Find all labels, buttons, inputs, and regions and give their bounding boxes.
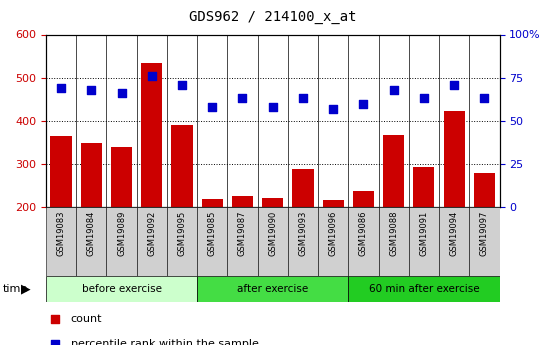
Text: GSM19093: GSM19093 [299, 210, 307, 256]
Bar [443, 111, 465, 207]
Point [389, 87, 398, 92]
Bar [413, 167, 435, 207]
Text: before exercise: before exercise [82, 284, 161, 294]
Text: GSM19096: GSM19096 [329, 210, 338, 256]
Text: GSM19094: GSM19094 [450, 210, 458, 256]
Bar [137, 207, 167, 276]
Bar [439, 207, 469, 276]
Point [329, 106, 338, 111]
Bar [232, 196, 253, 207]
Text: ▶: ▶ [21, 283, 30, 295]
Point [208, 104, 217, 110]
Bar [197, 207, 227, 276]
Bar [227, 207, 258, 276]
Point [117, 90, 126, 96]
Text: percentile rank within the sample: percentile rank within the sample [71, 339, 259, 345]
Bar [262, 197, 284, 207]
Bar [318, 207, 348, 276]
Point [87, 87, 96, 92]
Point [299, 96, 307, 101]
Bar [379, 207, 409, 276]
Text: GSM19091: GSM19091 [420, 210, 428, 256]
Point [178, 82, 186, 87]
Text: GDS962 / 214100_x_at: GDS962 / 214100_x_at [189, 10, 356, 24]
Bar [383, 135, 404, 207]
Bar [111, 147, 132, 207]
Text: GSM19095: GSM19095 [178, 210, 186, 256]
Bar [258, 207, 288, 276]
Point [57, 85, 65, 91]
Bar [409, 207, 439, 276]
Text: count: count [71, 314, 103, 324]
Point [359, 101, 368, 106]
Bar [76, 207, 106, 276]
Point [480, 96, 489, 101]
Point [238, 96, 247, 101]
Bar [474, 172, 495, 207]
Bar [167, 207, 197, 276]
Point [420, 96, 428, 101]
Bar [292, 169, 314, 207]
Bar [106, 207, 137, 276]
Text: GSM19083: GSM19083 [57, 210, 65, 256]
Text: 60 min after exercise: 60 min after exercise [369, 284, 479, 294]
Text: GSM19084: GSM19084 [87, 210, 96, 256]
Text: GSM19086: GSM19086 [359, 210, 368, 256]
Point [268, 104, 277, 110]
Text: GSM19089: GSM19089 [117, 210, 126, 256]
Bar [46, 276, 197, 302]
Text: GSM19092: GSM19092 [147, 210, 156, 256]
Bar [353, 190, 374, 207]
Bar [46, 207, 76, 276]
Point [147, 73, 156, 79]
Bar [197, 276, 348, 302]
Bar [288, 207, 318, 276]
Text: GSM19088: GSM19088 [389, 210, 398, 256]
Text: time: time [3, 284, 28, 294]
Bar [322, 200, 344, 207]
Bar [201, 199, 223, 207]
Bar [50, 136, 72, 207]
Text: GSM19090: GSM19090 [268, 210, 277, 256]
Text: GSM19085: GSM19085 [208, 210, 217, 256]
Text: after exercise: after exercise [237, 284, 308, 294]
Bar [348, 276, 500, 302]
Bar [469, 207, 500, 276]
Bar [348, 207, 379, 276]
Bar [141, 62, 163, 207]
Point [351, 180, 360, 185]
Bar [80, 143, 102, 207]
Bar [171, 125, 193, 207]
Text: GSM19097: GSM19097 [480, 210, 489, 256]
Point [450, 82, 458, 87]
Text: GSM19087: GSM19087 [238, 210, 247, 256]
